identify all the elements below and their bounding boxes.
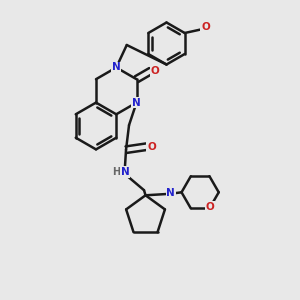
Text: N: N [132, 98, 141, 108]
Text: H: H [112, 167, 120, 177]
Text: O: O [147, 142, 156, 152]
Text: O: O [151, 66, 160, 76]
Text: N: N [167, 188, 175, 198]
Text: N: N [112, 62, 121, 73]
Text: N: N [121, 167, 130, 177]
Text: O: O [206, 202, 214, 212]
Text: O: O [201, 22, 210, 32]
